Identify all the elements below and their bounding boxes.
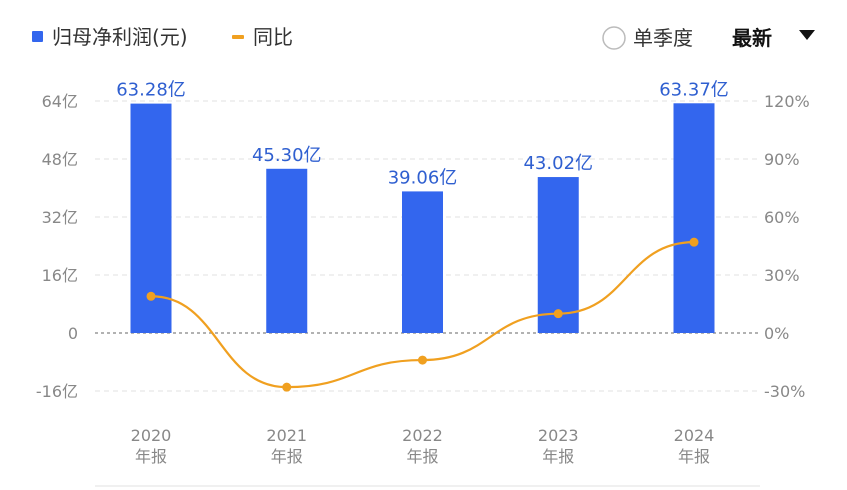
single-quarter-label: 单季度 <box>633 26 693 50</box>
profit-bar[interactable] <box>402 191 443 333</box>
yoy-point[interactable] <box>553 309 563 319</box>
right-axis-tick-label: -30% <box>764 382 805 401</box>
left-axis-tick-label: 64亿 <box>42 92 78 111</box>
legend-bar-swatch <box>32 31 43 42</box>
left-axis-tick-label: 48亿 <box>42 150 78 169</box>
single-quarter-toggle[interactable]: 单季度 <box>602 26 693 50</box>
legend-bar-label: 归母净利润(元) <box>52 25 188 49</box>
single-quarter-radio[interactable] <box>602 26 626 50</box>
profit-bar[interactable] <box>673 103 715 333</box>
right-axis-tick-label: 60% <box>764 208 800 227</box>
profit-bar[interactable] <box>266 168 308 333</box>
category-layer: 2020 年报 2021 年报 2022 年报 2023 年报 2024 年报 <box>131 426 715 466</box>
right-axis-tick-label: 30% <box>764 266 800 285</box>
latest-dropdown-label: 最新 <box>732 26 772 50</box>
category-label: 2022 年报 <box>402 426 443 466</box>
bar-value-label: 63.28亿 <box>116 80 186 101</box>
category-label: 2021 年报 <box>266 426 307 466</box>
left-axis-tick-label: -16亿 <box>36 382 78 401</box>
profit-bar[interactable] <box>537 177 579 333</box>
bar-value-label: 63.37亿 <box>659 79 729 100</box>
left-axis-tick-label: 16亿 <box>42 266 78 285</box>
right-axis-tick-label: 90% <box>764 150 800 169</box>
label-layer: 63.28亿 45.30亿 39.06亿 43.02亿 63.37亿 <box>116 79 729 188</box>
tick-layer: 64亿 48亿 32亿 16亿 0 -16亿 120% 90% 60% 30% 0% -30% <box>36 92 810 401</box>
category-label: 2020 年报 <box>131 426 172 466</box>
bar-value-label: 39.06亿 <box>388 167 458 188</box>
legend-line-label: 同比 <box>253 25 293 49</box>
legend: 归母净利润(元) 同比 <box>32 25 293 49</box>
category-label: 2024 年报 <box>674 426 715 466</box>
legend-line-swatch <box>232 35 244 39</box>
category-label: 2023 年报 <box>538 426 579 466</box>
dropdown-triangle-icon <box>799 30 815 40</box>
left-axis-tick-label: 32亿 <box>42 208 78 227</box>
right-axis-tick-label: 120% <box>764 92 810 111</box>
left-axis-tick-label: 0 <box>68 324 78 343</box>
right-axis-tick-label: 0% <box>764 324 789 343</box>
bar-value-label: 45.30亿 <box>252 145 322 166</box>
latest-dropdown[interactable]: 最新 <box>732 26 815 50</box>
yoy-point[interactable] <box>418 355 427 365</box>
yoy-point[interactable] <box>689 237 699 247</box>
yoy-point[interactable] <box>146 291 156 301</box>
yoy-point[interactable] <box>282 382 292 392</box>
line-layer <box>146 237 699 392</box>
bar-layer <box>130 103 715 333</box>
bar-value-label: 43.02亿 <box>523 153 593 174</box>
